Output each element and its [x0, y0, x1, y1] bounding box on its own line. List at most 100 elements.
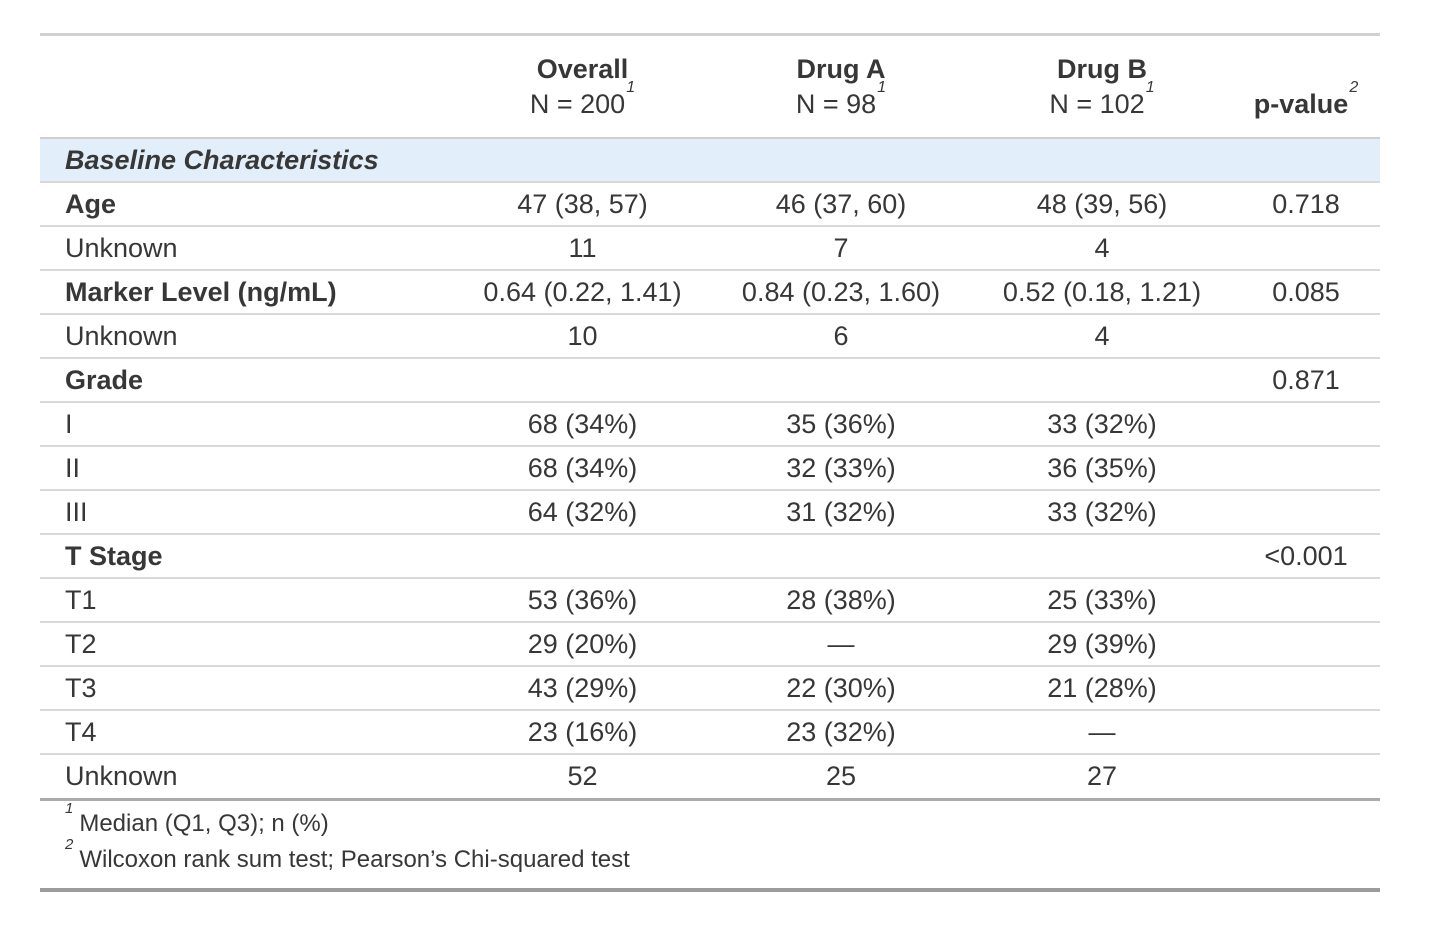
table-row-grade-1: I 68 (34%) 35 (36%) 33 (32%) — [40, 402, 1380, 447]
cell-p-value — [1232, 754, 1380, 798]
col-header-drug-b: Drug B N = 1021 — [972, 34, 1232, 139]
row-label: Grade — [40, 358, 455, 403]
cell-overall: 23 (16%) — [455, 710, 710, 755]
cell-drug-b: 29 (39%) — [972, 622, 1232, 667]
cell-drug-a: 7 — [710, 226, 972, 271]
cell-drug-b: 33 (32%) — [972, 490, 1232, 535]
table-row-age-unknown: Unknown 11 7 4 — [40, 226, 1380, 271]
cell-drug-a: 0.84 (0.23, 1.60) — [710, 270, 972, 315]
row-label: Unknown — [40, 314, 455, 359]
table-row-t1: T1 53 (36%) 28 (38%) 25 (33%) — [40, 578, 1380, 623]
table-row-grade-3: III 64 (32%) 31 (32%) 33 (32%) — [40, 490, 1380, 535]
row-label: Marker Level (ng/mL) — [40, 270, 455, 315]
footnote-2: 2 Wilcoxon rank sum test; Pearson’s Chi-s… — [65, 837, 1380, 878]
summary-table: Overall N = 2001 Drug A N = 981 Drug B N… — [40, 33, 1380, 798]
col-sublabel-drug-a: N = 981 — [716, 80, 966, 122]
group-header-row: Baseline Characteristics — [40, 138, 1380, 183]
col-sublabel-overall: N = 2001 — [461, 80, 704, 122]
table-body: Baseline Characteristics Age 47 (38, 57)… — [40, 138, 1380, 798]
cell-overall: 68 (34%) — [455, 446, 710, 491]
row-label: II — [40, 446, 455, 491]
col-header-drug-a: Drug A N = 981 — [710, 34, 972, 139]
cell-drug-b: 4 — [972, 314, 1232, 359]
cell-overall — [455, 534, 710, 579]
row-label: T4 — [40, 710, 455, 755]
row-label: T1 — [40, 578, 455, 623]
cell-overall: 0.64 (0.22, 1.41) — [455, 270, 710, 315]
table-row-marker-unknown: Unknown 10 6 4 — [40, 314, 1380, 359]
cell-overall: 11 — [455, 226, 710, 271]
col-n-drug-a: N = 98 — [795, 89, 877, 119]
col-n-drug-b: N = 102 — [1049, 89, 1145, 119]
cell-overall: 43 (29%) — [455, 666, 710, 711]
row-label: T Stage — [40, 534, 455, 579]
table-row-t3: T3 43 (29%) 22 (30%) 21 (28%) — [40, 666, 1380, 711]
cell-drug-b: 0.52 (0.18, 1.21) — [972, 270, 1232, 315]
cell-p-value — [1232, 666, 1380, 711]
row-label: I — [40, 402, 455, 447]
row-label: T3 — [40, 666, 455, 711]
cell-p-value — [1232, 314, 1380, 359]
cell-drug-a — [710, 534, 972, 579]
table-row-t2: T2 29 (20%) — 29 (39%) — [40, 622, 1380, 667]
row-label: III — [40, 490, 455, 535]
cell-drug-b: 25 (33%) — [972, 578, 1232, 623]
footnote-mark: 2 — [65, 836, 74, 853]
cell-overall: 52 — [567, 761, 598, 791]
cell-drug-a: 28 (38%) — [710, 578, 972, 623]
table-row-grade-2: II 68 (34%) 32 (33%) 36 (35%) — [40, 446, 1380, 491]
cell-p-value: <0.001 — [1232, 534, 1380, 579]
row-label: Unknown — [65, 761, 178, 791]
cell-overall: 53 (36%) — [455, 578, 710, 623]
footnotes: 1 Median (Q1, Q3); n (%) 2 Wilcoxon rank s… — [40, 798, 1380, 892]
cell-p-value — [1232, 622, 1380, 667]
footnote-mark: 2 — [1349, 79, 1359, 96]
cell-p-value — [1232, 490, 1380, 535]
table-row-t4: T4 23 (16%) 23 (32%) — — [40, 710, 1380, 755]
stub-header — [40, 34, 455, 139]
col-sublabel-drug-b: N = 1021 — [978, 80, 1226, 122]
footnote-mark: 1 — [626, 79, 636, 96]
cell-drug-a: 31 (32%) — [710, 490, 972, 535]
cell-p-value: 0.085 — [1232, 270, 1380, 315]
cell-p-value — [1232, 226, 1380, 271]
cell-drug-b: 36 (35%) — [972, 446, 1232, 491]
cell-drug-b: 48 (39, 56) — [972, 182, 1232, 227]
cell-drug-a: 23 (32%) — [710, 710, 972, 755]
cell-drug-b — [972, 358, 1232, 403]
cell-drug-a: 46 (37, 60) — [710, 182, 972, 227]
cell-drug-b — [972, 534, 1232, 579]
col-label-overall: Overall — [536, 54, 629, 84]
summary-table-container: Overall N = 2001 Drug A N = 981 Drug B N… — [40, 33, 1380, 892]
footnote-mark: 1 — [877, 79, 887, 96]
col-label-drug-b: Drug B — [1057, 54, 1147, 84]
cell-drug-b: 27 — [1086, 761, 1118, 791]
cell-p-value: 0.718 — [1232, 182, 1380, 227]
footnote-mark: 1 — [65, 800, 74, 817]
cell-drug-a: — — [710, 622, 972, 667]
cell-drug-b: 33 (32%) — [972, 402, 1232, 447]
cell-drug-a: 35 (36%) — [710, 402, 972, 447]
col-header-overall: Overall N = 2001 — [455, 34, 710, 139]
header-row: Overall N = 2001 Drug A N = 981 Drug B N… — [40, 34, 1380, 139]
cell-p-value — [1232, 578, 1380, 623]
col-label-drug-a: Drug A — [796, 54, 886, 84]
table-row-grade: Grade 0.871 — [40, 358, 1380, 403]
cell-overall: 10 — [455, 314, 710, 359]
cell-p-value: 0.871 — [1232, 358, 1380, 403]
footnote-mark: 1 — [1145, 79, 1155, 96]
cell-drug-a: 6 — [710, 314, 972, 359]
col-n-overall: N = 200 — [529, 89, 626, 119]
col-label-pvalue: p-value — [1253, 89, 1349, 119]
table-row-t-stage: T Stage <0.001 — [40, 534, 1380, 579]
cell-p-value — [1232, 710, 1380, 755]
footnote-text: Wilcoxon rank sum test; Pearson’s Chi-sq… — [79, 846, 630, 873]
col-sublabel-pvalue: p-value2 — [1238, 80, 1374, 122]
cell-overall: 64 (32%) — [455, 490, 710, 535]
table-header: Overall N = 2001 Drug A N = 981 Drug B N… — [40, 34, 1380, 139]
row-label: Unknown — [40, 226, 455, 271]
cell-overall — [455, 358, 710, 403]
cell-p-value — [1232, 446, 1380, 491]
cell-overall: 47 (38, 57) — [455, 182, 710, 227]
cell-overall: 29 (20%) — [455, 622, 710, 667]
